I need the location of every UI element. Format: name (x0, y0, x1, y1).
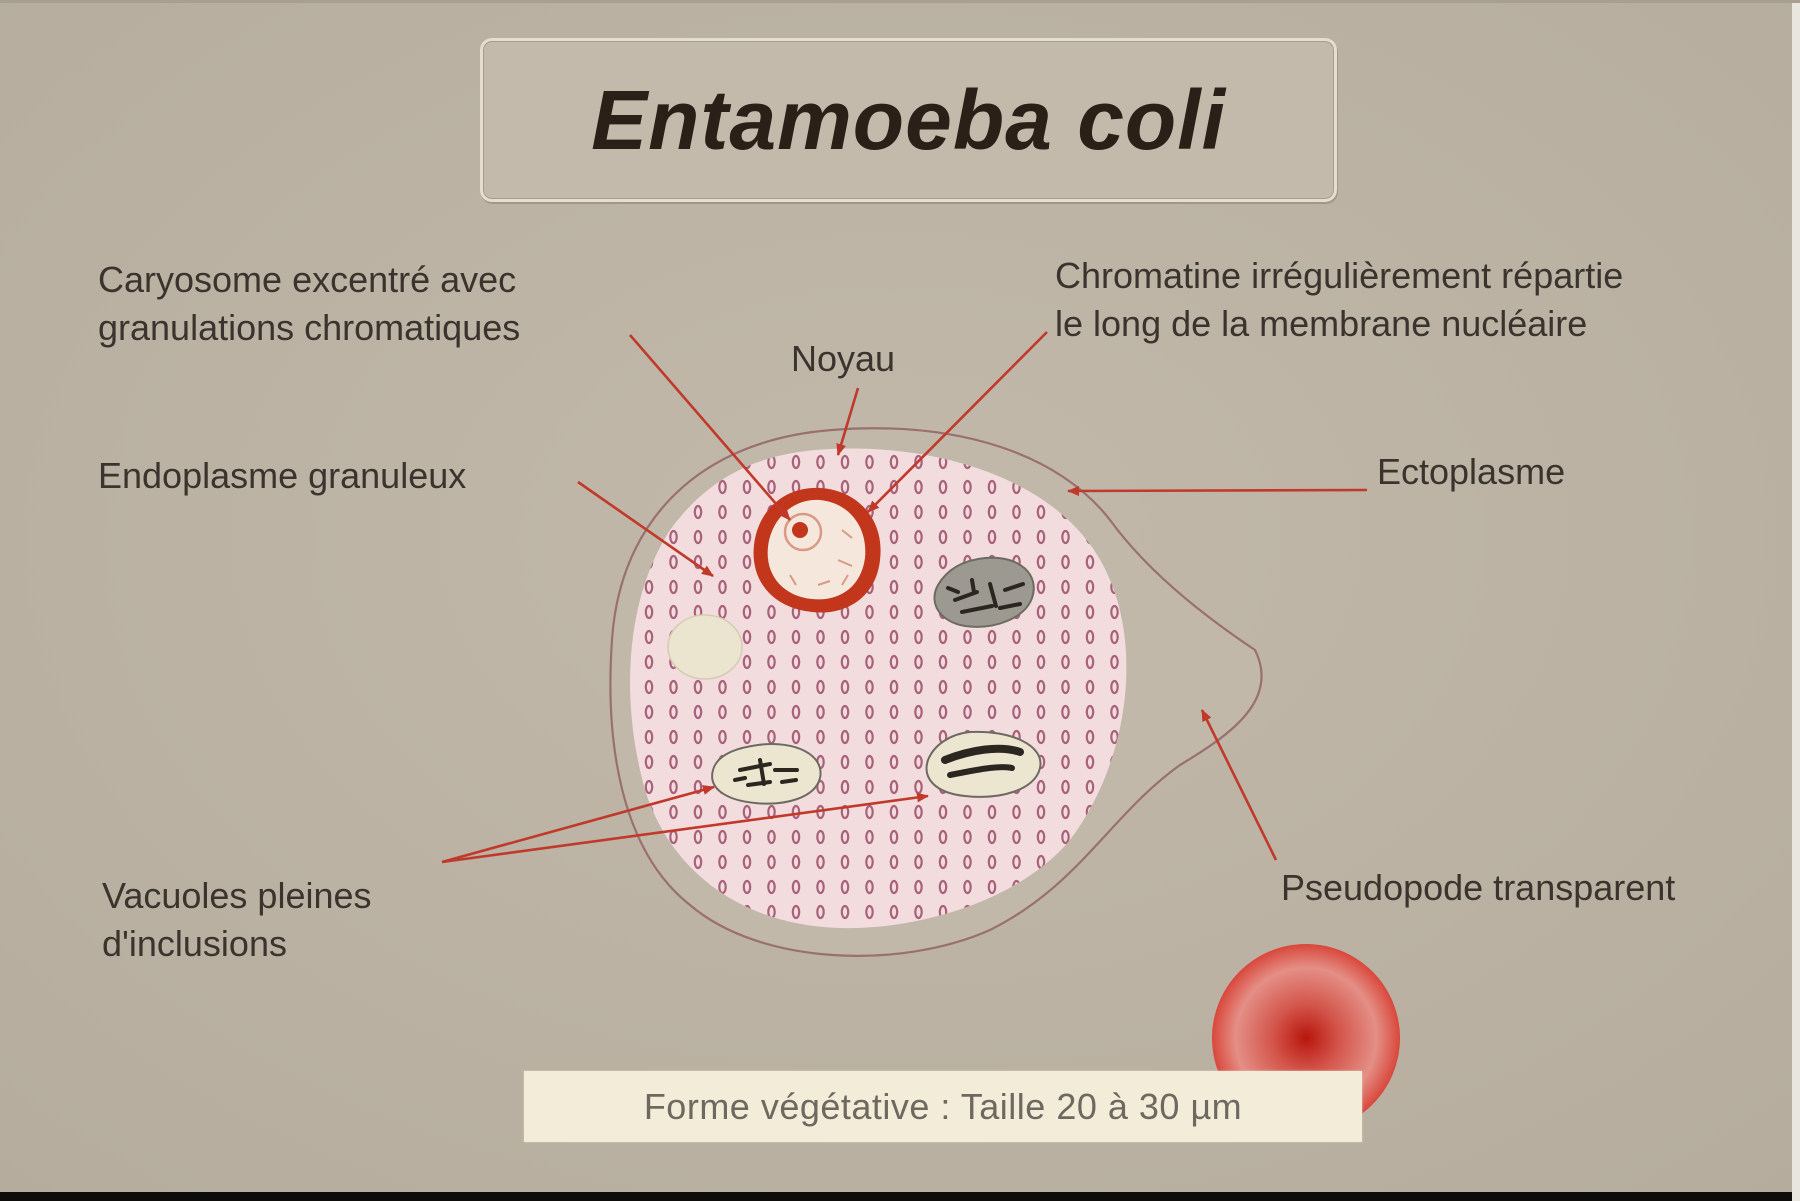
label-pseudopode-text: Pseudopode transparent (1281, 867, 1676, 908)
label-ectoplasme-text: Ectoplasme (1377, 451, 1566, 492)
label-ectoplasme: Ectoplasme (1377, 448, 1565, 496)
arrow-pseudopode (1200, 709, 1278, 861)
vacuole-inclusions-left (711, 743, 822, 805)
diagram-title: Entamoeba coli (591, 72, 1226, 167)
label-chromatine-line-2: le long de la membrane nucléaire (1055, 303, 1588, 344)
endoplasm-granules (630, 448, 1127, 929)
label-vacuoles: Vacuoles pleines d'inclusions (102, 872, 372, 968)
label-endoplasme-text: Endoplasme granuleux (98, 455, 467, 496)
nucleus (753, 487, 881, 613)
arrow-caryosome (629, 334, 791, 521)
label-caryosome: Caryosome excentré avec granulations chr… (98, 256, 520, 352)
label-vacuoles-line-2: d'inclusions (102, 923, 287, 964)
arrow-noyau (836, 387, 860, 456)
label-vacuoles-line-1: Vacuoles pleines (102, 875, 372, 916)
label-noyau-text: Noyau (791, 338, 896, 379)
label-caryosome-line-2: granulations chromatiques (98, 307, 521, 348)
label-pseudopode: Pseudopode transparent (1281, 864, 1675, 912)
vacuole-dark (933, 556, 1035, 628)
arrow-chromatine (867, 331, 1048, 513)
arrow-ectoplasme (1067, 485, 1368, 496)
label-endoplasme: Endoplasme granuleux (98, 452, 466, 500)
caption-box: Forme végétative : Taille 20 à 30 µm (524, 1071, 1362, 1142)
label-noyau: Noyau (791, 335, 895, 383)
label-caryosome-line-1: Caryosome excentré avec (98, 259, 517, 300)
label-chromatine-line-1: Chromatine irrégulièrement répartie (1055, 255, 1624, 296)
caption-size: Forme végétative : Taille 20 à 30 µm (643, 1085, 1243, 1127)
vacuole-inclusions-right (925, 730, 1042, 798)
title-frame: Entamoeba coli (480, 38, 1337, 202)
caryosome (783, 512, 823, 552)
arrow-endoplasme (577, 480, 714, 578)
vacuole-empty (667, 614, 743, 680)
arrow-vacuole-right (441, 792, 929, 864)
arrow-vacuole-left (441, 785, 715, 864)
label-chromatine: Chromatine irrégulièrement répartie le l… (1055, 252, 1623, 348)
